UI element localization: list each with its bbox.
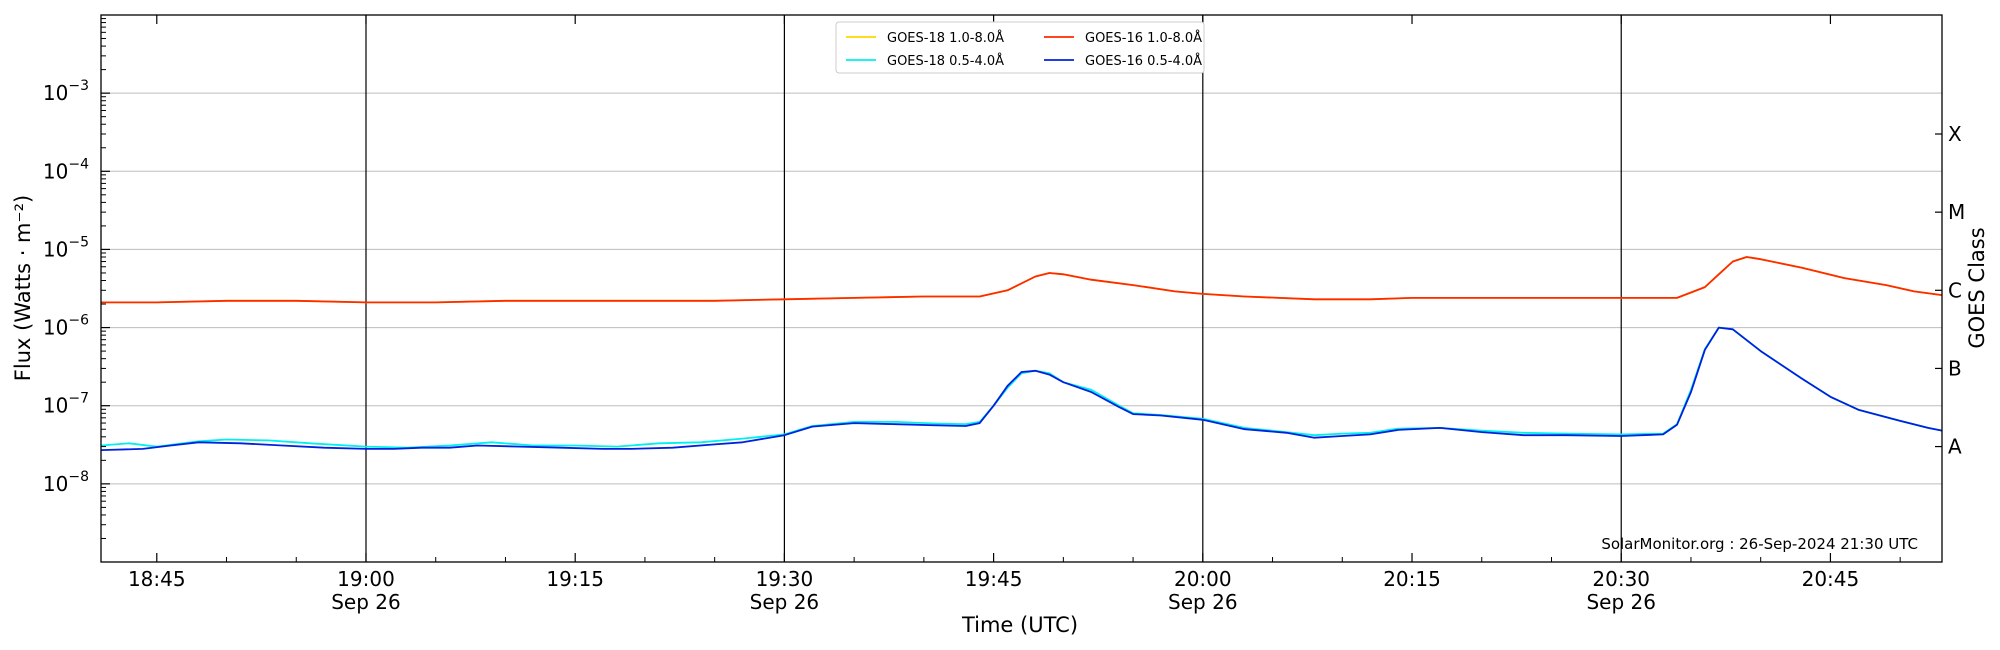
y-tick-label: 10−6 <box>43 313 89 340</box>
legend-label: GOES-18 0.5-4.0Å <box>887 53 1004 69</box>
series-layer <box>100 256 1943 451</box>
x-tick-label: 19:30 <box>756 567 814 591</box>
y-tick-exponent: −4 <box>68 156 89 172</box>
legend-box <box>835 21 1205 74</box>
legend-label: GOES-16 0.5-4.0Å <box>1085 53 1202 69</box>
x-tick-label: 20:30 <box>1592 567 1650 591</box>
y-tick-exponent: −8 <box>68 469 89 485</box>
x-tick-date-label: Sep 26 <box>331 590 401 614</box>
credit-text: SolarMonitor.org : 26-Sep-2024 21:30 UTC <box>1601 535 1918 553</box>
y-tick-base: 10 <box>43 237 68 261</box>
y-tick-exponent: −6 <box>68 313 89 329</box>
y-tick-base: 10 <box>43 316 68 340</box>
goes-class-label: X <box>1948 122 1962 146</box>
grid-layer <box>101 92 1942 485</box>
y-tick-base: 10 <box>43 159 68 183</box>
y-tick-exponent: −3 <box>68 78 89 94</box>
y-tick-label: 10−7 <box>43 391 89 418</box>
x-axis-title: Time (UTC) <box>961 613 1078 637</box>
goes-class-label: M <box>1948 200 1965 224</box>
x-tick-date-label: Sep 26 <box>750 590 820 614</box>
y-tick-exponent: −5 <box>68 234 89 250</box>
y-tick-exponent: −7 <box>68 391 89 407</box>
vertical-marker-layer <box>365 15 1622 562</box>
series-line-3 <box>100 326 1943 451</box>
x-tick-label: 20:00 <box>1174 567 1232 591</box>
x-tick-date-label: Sep 26 <box>1168 590 1238 614</box>
x-tick-label: 18:45 <box>128 567 186 591</box>
y-tick-label: 10−8 <box>43 469 89 496</box>
x-tick-label: 19:45 <box>965 567 1023 591</box>
legend-label: GOES-16 1.0-8.0Å <box>1085 30 1202 46</box>
x-tick-label: 20:45 <box>1802 567 1860 591</box>
y-axis-title: Flux (Watts · m⁻²) <box>11 195 35 381</box>
legend-label: GOES-18 1.0-8.0Å <box>887 30 1004 46</box>
goes-class-label: B <box>1948 356 1962 380</box>
y-tick-label: 10−4 <box>43 156 89 183</box>
y-tick-base: 10 <box>43 472 68 496</box>
legend: GOES-18 1.0-8.0Å GOES-18 0.5-4.0Å GOES-16 … <box>835 21 1205 74</box>
plot-frame <box>100 14 1943 563</box>
x-tick-label: 19:00 <box>337 567 395 591</box>
x-tick-date-label: Sep 26 <box>1586 590 1656 614</box>
y-tick-base: 10 <box>43 81 68 105</box>
series-line-1 <box>101 256 1943 304</box>
goes-class-label: C <box>1948 278 1962 302</box>
y-tick-label: 10−5 <box>43 234 89 261</box>
goes-class-axis-title: GOES Class <box>1965 227 1989 348</box>
goes-class-label: A <box>1948 435 1962 459</box>
x-tick-label: 19:15 <box>546 567 604 591</box>
y-tick-label: 10−3 <box>43 78 89 105</box>
x-tick-label: 20:15 <box>1383 567 1441 591</box>
y-tick-base: 10 <box>43 394 68 418</box>
